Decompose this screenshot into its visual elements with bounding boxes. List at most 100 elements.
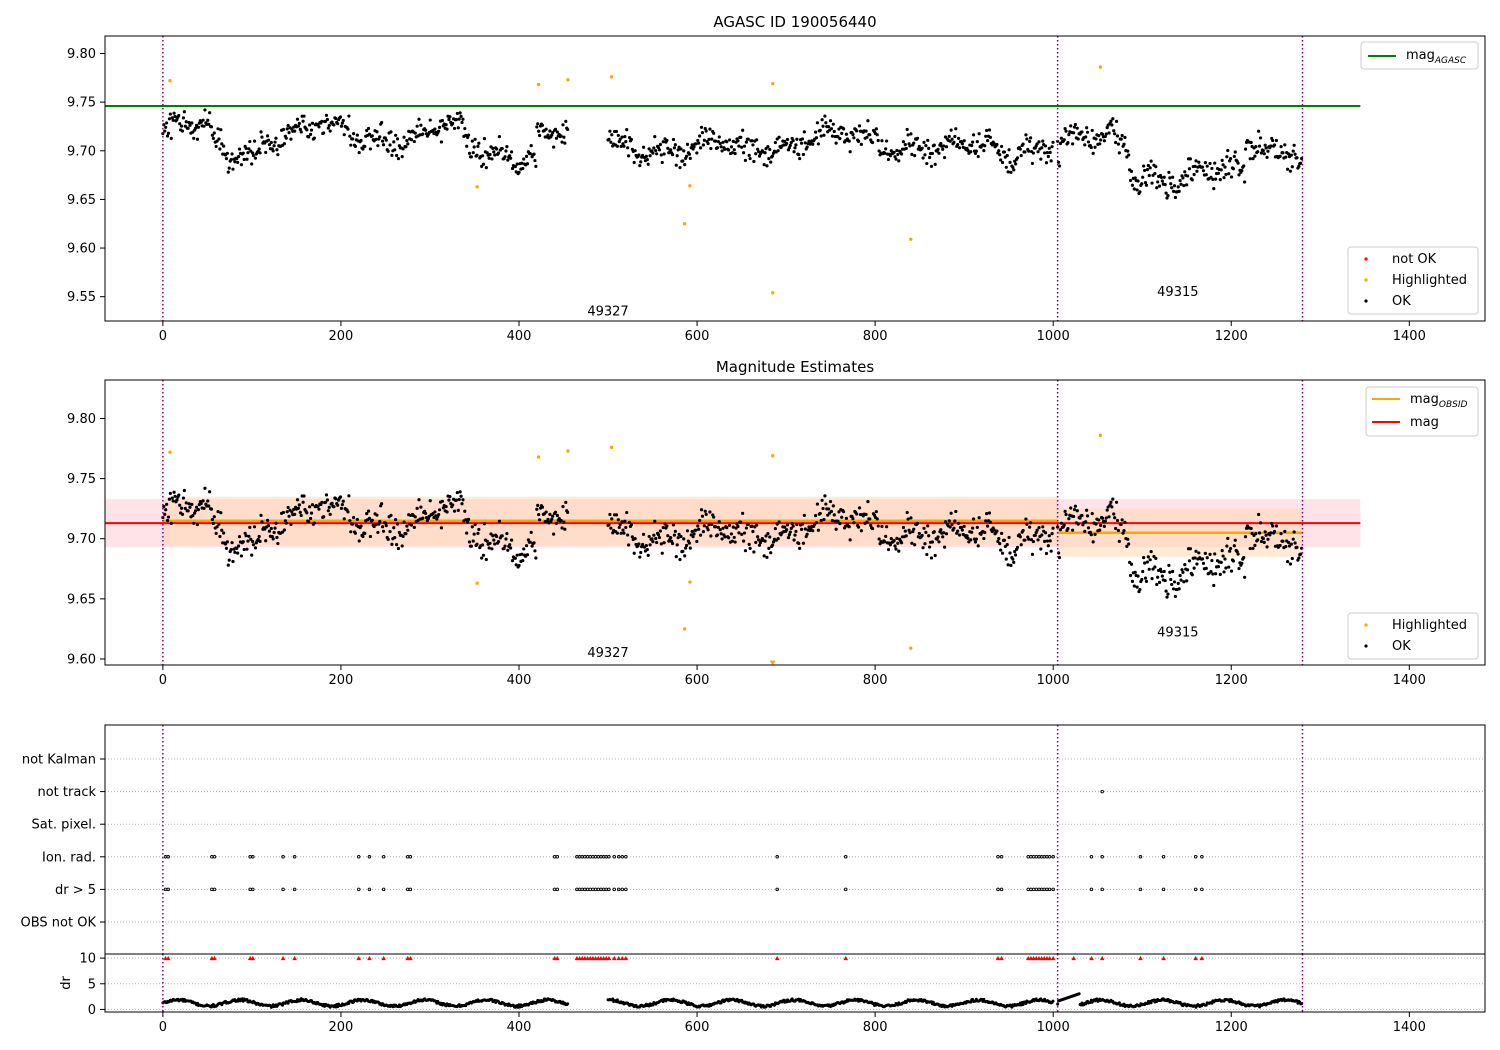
ok-point <box>987 511 992 515</box>
ok-point <box>609 526 613 530</box>
ok-point <box>814 136 819 140</box>
ok-point <box>1133 570 1137 574</box>
ok-point <box>777 135 781 139</box>
ok-point <box>897 549 901 553</box>
ok-point <box>1083 529 1087 533</box>
ok-point <box>473 522 477 527</box>
ok-point <box>282 528 286 532</box>
flag-row-label: not Kalman <box>22 753 96 768</box>
ok-point <box>819 518 823 523</box>
ok-point <box>1112 512 1116 516</box>
ok-point <box>1226 148 1230 153</box>
ok-point <box>383 521 387 525</box>
ok-point <box>837 510 841 514</box>
ok-point <box>393 148 397 152</box>
ok-point <box>697 527 701 531</box>
ok-point <box>406 142 410 146</box>
ok-point <box>1048 539 1052 543</box>
ok-point <box>751 143 755 147</box>
ok-point <box>451 503 455 507</box>
ok-point <box>834 141 838 145</box>
flag-point <box>1029 887 1033 892</box>
ok-point <box>904 534 908 538</box>
dr-clipped-marker <box>1071 955 1076 961</box>
flag-point <box>1193 887 1198 892</box>
ok-point <box>880 139 884 143</box>
ok-point <box>830 134 834 138</box>
ok-point <box>533 158 537 163</box>
ok-point <box>1100 132 1105 136</box>
ok-point <box>1103 134 1107 139</box>
ok-point <box>179 506 184 510</box>
ok-point <box>310 121 315 125</box>
ok-point <box>491 534 495 538</box>
ok-point <box>353 531 358 535</box>
flag-point <box>251 887 255 892</box>
ok-point <box>608 129 612 133</box>
flag-point <box>210 855 214 859</box>
ok-point <box>244 146 248 150</box>
flag-point <box>843 887 848 892</box>
ok-point <box>548 512 552 516</box>
flag-point <box>212 855 217 859</box>
ok-point <box>855 129 859 133</box>
ok-point <box>1192 566 1196 570</box>
flag-point <box>381 887 386 892</box>
ok-point <box>787 533 791 537</box>
ok-point <box>299 513 303 518</box>
ok-point <box>513 556 517 560</box>
ok-point <box>695 151 699 155</box>
ok-point <box>509 538 514 542</box>
ok-point <box>1181 176 1185 180</box>
ok-point <box>217 522 221 526</box>
ok-point <box>1182 183 1186 188</box>
ok-point <box>206 499 210 503</box>
ok-point <box>368 534 373 539</box>
svg-text:magAGASC: magAGASC <box>1406 48 1467 66</box>
ok-point <box>415 124 419 128</box>
ok-point <box>505 144 509 149</box>
ok-point <box>544 510 548 514</box>
ok-point <box>717 520 721 524</box>
ok-point <box>903 142 907 147</box>
ok-point <box>720 149 724 153</box>
ok-point <box>909 516 913 520</box>
ok-point <box>517 563 521 568</box>
ok-point <box>959 525 964 529</box>
ok-point <box>803 527 807 531</box>
ok-point <box>710 522 714 526</box>
ok-point <box>375 130 379 134</box>
ok-point <box>755 138 759 142</box>
ok-point <box>292 507 296 512</box>
ok-point <box>1266 537 1270 541</box>
ok-point <box>768 147 772 151</box>
ok-point <box>683 554 687 558</box>
ok-point <box>544 127 548 131</box>
ok-point <box>1220 549 1224 553</box>
ok-point <box>251 151 255 155</box>
ok-point <box>730 539 734 543</box>
ok-point <box>618 137 622 141</box>
ok-point <box>1257 129 1261 133</box>
y-tick-label: 9.80 <box>67 412 96 427</box>
ok-point <box>252 139 257 143</box>
ok-point <box>162 123 166 127</box>
ok-point <box>876 138 880 143</box>
ok-point <box>347 494 351 498</box>
ok-point <box>616 518 620 522</box>
ok-point <box>943 135 948 139</box>
ok-point <box>1062 138 1066 142</box>
ok-point <box>883 151 887 155</box>
ok-point <box>332 505 336 509</box>
ok-point <box>794 143 798 147</box>
ok-point <box>1083 143 1087 147</box>
ok-point <box>374 137 378 141</box>
ok-point <box>633 149 637 153</box>
ok-point <box>1084 520 1088 524</box>
ok-point <box>563 141 567 145</box>
ok-point <box>609 140 613 144</box>
ok-point <box>296 124 301 128</box>
ok-point <box>1214 572 1218 576</box>
ok-point <box>1037 526 1041 530</box>
